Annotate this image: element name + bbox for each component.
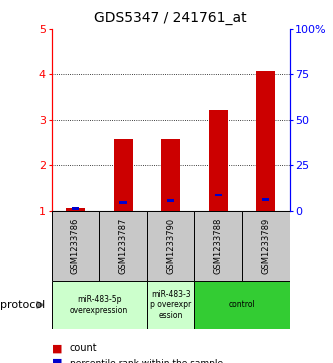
Bar [161,139,180,211]
Title: GDS5347 / 241761_at: GDS5347 / 241761_at [94,11,247,25]
Text: protocol: protocol [0,300,45,310]
Text: ■: ■ [52,358,62,363]
Bar [167,199,174,202]
Text: percentile rank within the sample: percentile rank within the sample [70,359,223,363]
Bar [209,110,228,211]
Bar [194,281,290,329]
Text: GSM1233789: GSM1233789 [261,218,270,274]
Text: GSM1233786: GSM1233786 [71,218,80,274]
Bar [72,207,79,210]
Text: ■: ■ [52,343,62,354]
Text: GSM1233790: GSM1233790 [166,218,175,274]
Bar [215,194,222,196]
Text: miR-483-5p
overexpression: miR-483-5p overexpression [70,295,128,315]
Text: GSM1233788: GSM1233788 [214,218,223,274]
Text: miR-483-3
p overexpr
ession: miR-483-3 p overexpr ession [150,290,191,320]
Bar [256,71,275,211]
Text: count: count [70,343,98,354]
Bar [147,281,194,329]
Text: control: control [229,301,255,309]
Bar [120,201,127,204]
Bar [242,211,290,281]
Bar [52,281,147,329]
Bar [194,211,242,281]
Bar [52,211,99,281]
Text: GSM1233787: GSM1233787 [119,218,128,274]
Bar [114,139,133,211]
Bar [262,198,269,201]
Bar [66,208,85,211]
Bar [99,211,147,281]
Bar [147,211,194,281]
